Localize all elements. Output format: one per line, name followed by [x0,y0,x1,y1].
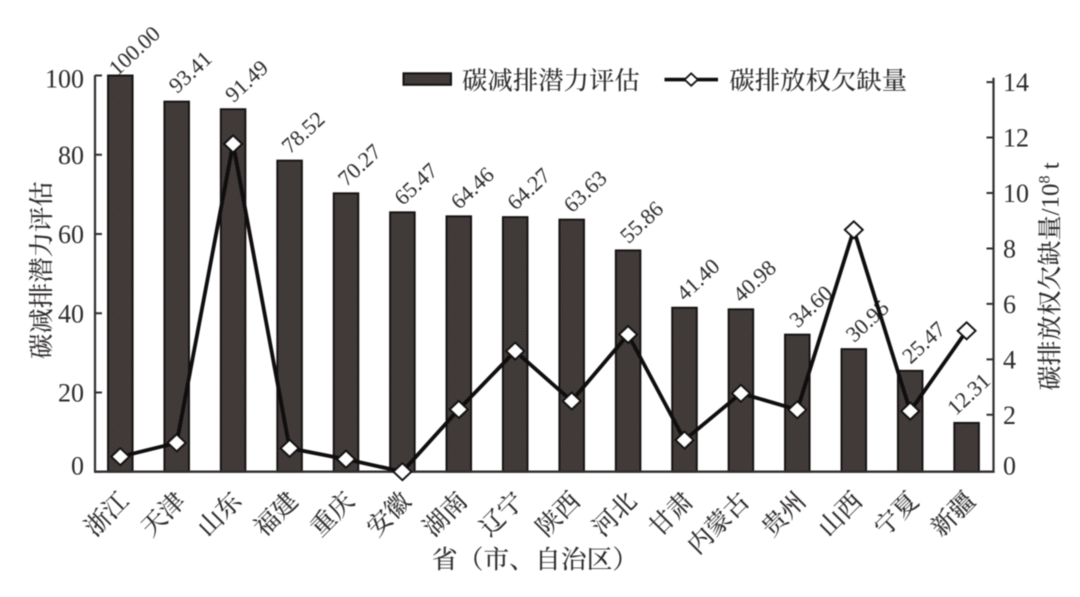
svg-text:100: 100 [45,65,84,94]
svg-text:60: 60 [58,220,84,249]
svg-text:0: 0 [1003,451,1016,480]
svg-text:4: 4 [1003,346,1016,375]
svg-text:20: 20 [58,379,84,408]
svg-text:8: 8 [1003,235,1016,264]
svg-text:/108 t: /108 t [1037,162,1065,215]
svg-text:14: 14 [1003,68,1029,97]
svg-text:80: 80 [58,141,84,170]
svg-text:6: 6 [1003,290,1016,319]
svg-text:10: 10 [1003,179,1029,208]
svg-text:12: 12 [1003,124,1029,153]
svg-text:0: 0 [71,451,84,480]
svg-text:2: 2 [1003,401,1016,430]
svg-text:40: 40 [58,299,84,328]
